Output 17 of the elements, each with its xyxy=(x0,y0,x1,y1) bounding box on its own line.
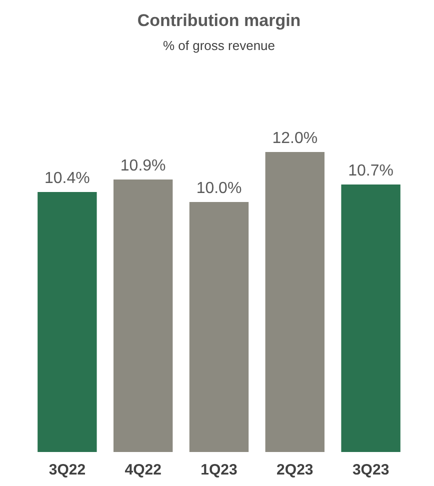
data-label: 10.9% xyxy=(120,158,166,174)
bar xyxy=(341,184,400,452)
bar xyxy=(113,180,173,452)
bar xyxy=(189,202,249,452)
data-label: 12.0% xyxy=(272,130,318,147)
x-tick-label: 3Q23 xyxy=(352,462,390,478)
x-tick-label: 4Q22 xyxy=(124,462,162,478)
x-tick-label: 1Q23 xyxy=(200,462,238,478)
x-tick-label: 3Q22 xyxy=(48,462,86,478)
x-tick-label: 2Q23 xyxy=(276,462,314,478)
data-label: 10.7% xyxy=(348,162,394,180)
chart-title: Contribution margin xyxy=(137,11,301,30)
data-label: 10.0% xyxy=(196,180,242,197)
chart-subtitle: % of gross revenue xyxy=(162,38,276,53)
bar xyxy=(38,192,97,452)
data-label: 10.4% xyxy=(44,170,90,187)
bar xyxy=(265,152,325,452)
